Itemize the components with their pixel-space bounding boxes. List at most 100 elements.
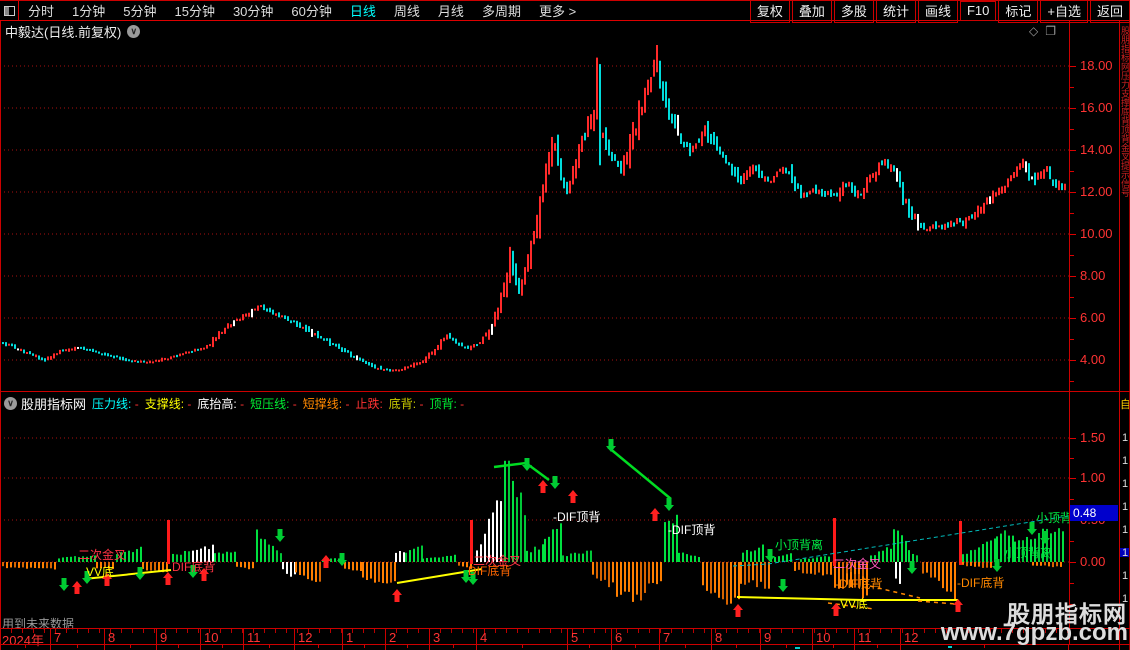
diamond-icon[interactable]: ◇ — [1029, 24, 1039, 38]
main-chart-canvas[interactable] — [0, 36, 1069, 392]
month-label: 12 — [904, 630, 919, 645]
indicator-name[interactable]: 股朋指标网 — [21, 396, 87, 412]
toolbar-button[interactable]: 复权 — [749, 0, 790, 23]
stock-title: 中毅达(日线.前复权) — [5, 24, 122, 40]
split-window-icon[interactable]: ❐ — [1045, 24, 1056, 38]
svg-text:小顶背离: 小顶背离 — [1004, 545, 1052, 560]
price-label: 12.00 — [1080, 184, 1113, 199]
indicator-axis-label: 1.50 — [1080, 430, 1106, 445]
indicator-fields: 压力线: - 支撑线: - 底抬高: - 短压线: - 短撑线: - 止跌: 底背: - 顶… — [92, 395, 470, 412]
month-separator — [854, 629, 855, 644]
svg-text:DIF底背: DIF底背 — [468, 563, 511, 578]
sliver-tick — [567, 645, 568, 650]
month-label: 8 — [108, 630, 116, 645]
frame-axis — [1069, 21, 1070, 644]
price-label: 18.00 — [1080, 58, 1113, 73]
period-tab[interactable]: 分时 — [28, 4, 55, 19]
toolbar-button[interactable]: +自选 — [1040, 0, 1088, 23]
axis-tick — [1070, 562, 1076, 563]
svg-text:DIF底背: DIF底背 — [172, 559, 215, 574]
watermark-url: www.7gpzb.com — [940, 619, 1128, 646]
axis-minor-tick — [1070, 381, 1074, 382]
toolbar-button[interactable]: 多股 — [833, 0, 874, 23]
frame-left — [0, 20, 1, 650]
month-label: 7 — [54, 630, 62, 645]
period-toolbar: 分时 1分钟 5分钟 15分钟 30分钟 60分钟 日线 周线 月线 多周期 更多 > 复权 叠加 多股… — [0, 0, 1130, 23]
title-row: 中毅达(日线.前复权) ∨ ◇ ❐ — [0, 22, 1118, 40]
current-value-badge: 0.48 — [1070, 505, 1118, 521]
axis-minor-tick — [1070, 255, 1074, 256]
month-separator — [659, 629, 660, 644]
watermark-site: 股朋指标网 — [1007, 601, 1127, 627]
indicator-field: 底抬高: - — [197, 396, 245, 411]
period-menu: 分时 1分钟 5分钟 15分钟 30分钟 60分钟 日线 周线 月线 多周期 更多 > — [19, 1, 585, 20]
sliver-tick — [786, 645, 787, 648]
svg-text:VV底: VV底 — [86, 564, 114, 579]
sliver-tick — [385, 645, 386, 650]
sliver-tick — [429, 645, 430, 650]
strip-blue-marker — [1119, 548, 1129, 557]
month-label: 1 — [346, 630, 354, 645]
period-tab[interactable]: 60分钟 — [291, 4, 332, 19]
toolbar-button[interactable]: F10 — [959, 0, 997, 21]
indicator-field: 底背: - — [388, 396, 424, 411]
sliver-tick — [635, 645, 636, 648]
month-label: 3 — [433, 630, 441, 645]
toolbar-button[interactable]: 统计 — [875, 0, 916, 23]
month-separator — [429, 629, 430, 644]
price-label: 10.00 — [1080, 226, 1113, 241]
month-separator — [812, 629, 813, 644]
period-tab[interactable]: 15分钟 — [174, 4, 215, 19]
axis-minor-tick — [1070, 458, 1074, 459]
future-data-note: 用到未来数据 — [2, 617, 75, 631]
svg-text:-DIF顶背: -DIF顶背 — [668, 523, 715, 537]
axis-tick — [1070, 234, 1076, 235]
period-tab[interactable]: 周线 — [393, 4, 420, 19]
chevron-down-icon[interactable]: ∨ — [127, 24, 141, 38]
sliver-tick — [1068, 645, 1069, 650]
month-separator — [900, 629, 901, 644]
axis-minor-tick — [1070, 87, 1074, 88]
period-tab[interactable]: 30分钟 — [232, 4, 274, 19]
month-separator — [385, 629, 386, 644]
indicator-chevron-icon[interactable]: ∨ — [4, 396, 17, 410]
month-separator — [342, 629, 343, 644]
axis-minor-tick — [1070, 499, 1074, 500]
month-label: 11 — [858, 630, 872, 645]
axis-tick — [1070, 478, 1076, 479]
month-separator — [200, 629, 201, 644]
toolbar-buttons: 复权 叠加 多股 统计 画线 F10 标记 +自选 返回 — [748, 0, 1130, 23]
period-tab[interactable]: 月线 — [437, 4, 464, 19]
month-separator — [476, 629, 477, 644]
sliver-tick — [156, 645, 157, 650]
toolbar-button[interactable]: 画线 — [917, 0, 958, 23]
price-label: 16.00 — [1080, 100, 1113, 115]
toolbar-button[interactable]: 返回 — [1089, 0, 1130, 23]
timeline-ticks — [0, 629, 1069, 633]
period-tab[interactable]: 日线 — [349, 4, 376, 19]
period-tab[interactable]: 更多 > — [538, 4, 577, 19]
sliver-tick — [342, 645, 343, 650]
divider-timeline-top — [0, 628, 1130, 629]
period-tab[interactable]: 5分钟 — [123, 4, 157, 19]
sliver-tick — [476, 645, 477, 650]
period-tab[interactable]: 1分钟 — [72, 4, 106, 19]
sliver-tick — [900, 645, 901, 650]
sliver-tick — [25, 645, 26, 648]
toolbar-button[interactable]: 叠加 — [791, 0, 832, 23]
axis-tick — [1070, 192, 1076, 193]
strip-digit: 1 — [1122, 570, 1129, 582]
period-tab[interactable]: 多周期 — [481, 4, 521, 19]
sliver-tick — [269, 645, 270, 648]
divider-main-indicator — [0, 391, 1130, 392]
axis-minor-tick — [1070, 297, 1074, 298]
right-side-strip[interactable]: 股朋指标网压力支撑底背顶背金叉提示信号 自 1 1 1 1 1 1 1 1 — [1119, 0, 1130, 650]
sliver-tick — [854, 645, 855, 650]
layout-icon[interactable] — [0, 1, 19, 20]
strip-digit: 1 — [1122, 455, 1129, 467]
sliver-tick — [611, 645, 612, 650]
sliver-fragment — [795, 647, 800, 649]
toolbar-button[interactable]: 标记 — [998, 0, 1039, 23]
